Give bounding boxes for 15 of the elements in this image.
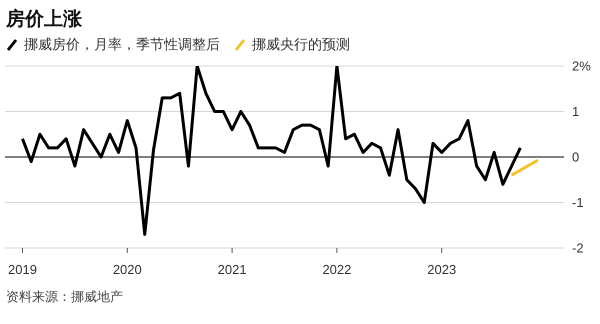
line-series [20,66,522,236]
x-tick-label: 2019 [8,262,37,278]
y-tick-label: 1 [572,104,580,120]
x-tick-label: 2023 [427,262,456,278]
y-tick-label: 2% [572,58,592,74]
x-tick-label: 2022 [322,262,352,278]
y-tick-label: 0 [572,150,580,165]
x-tick-label: 2020 [112,262,142,278]
legend-label: 挪威房价，月率，季节性调整后 [24,36,220,54]
y-tick-label: -2 [572,240,584,256]
y-tick-label: -1 [572,195,584,210]
text: 资料来源：挪威地产 [6,288,124,306]
x-tick-label: 2021 [218,262,247,278]
chart-title: 房价上涨 [6,8,83,32]
legend-label: 挪威央行的预测 [252,36,350,54]
